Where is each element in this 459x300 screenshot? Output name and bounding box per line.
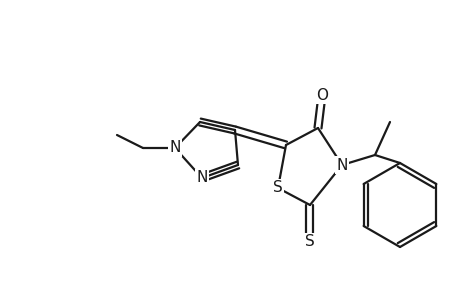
Text: S: S [304,235,314,250]
Text: N: N [169,140,180,155]
Text: S: S [273,181,282,196]
Text: N: N [336,158,347,172]
Text: N: N [196,170,207,185]
Text: O: O [315,88,327,103]
